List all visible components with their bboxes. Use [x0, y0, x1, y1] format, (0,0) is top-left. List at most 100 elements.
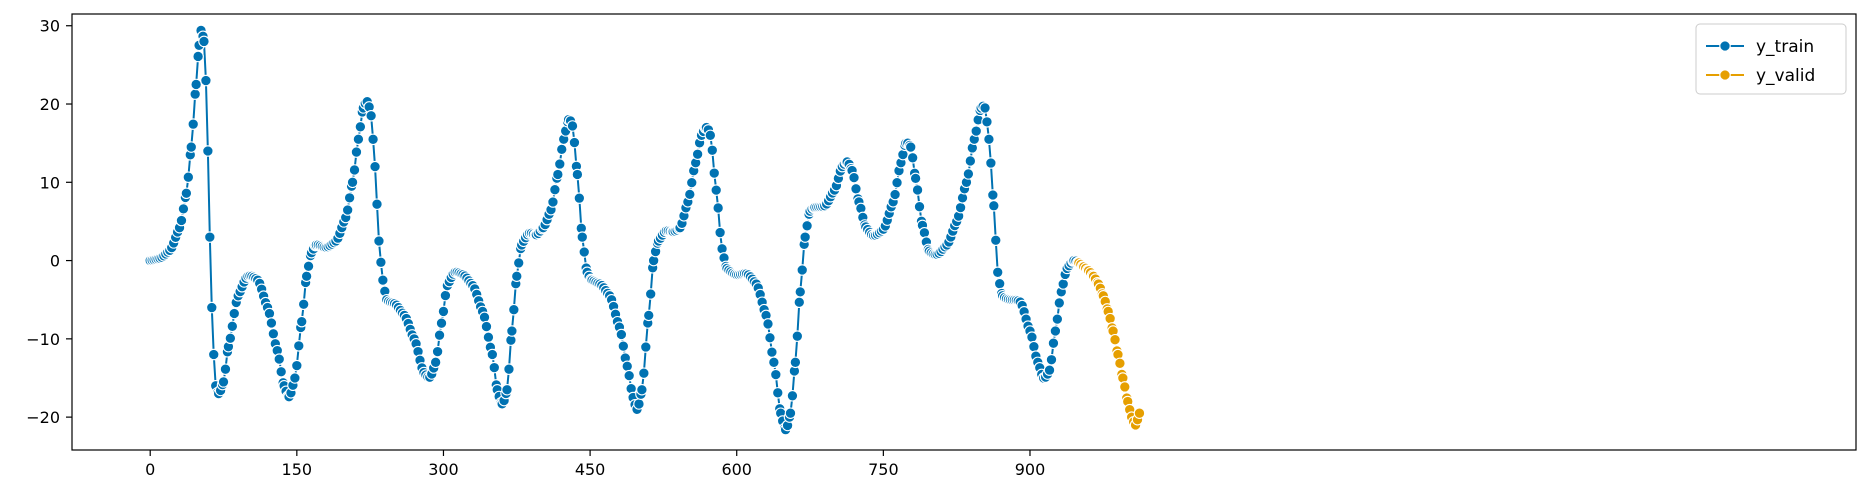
- data-point: [993, 277, 1006, 290]
- data-point: [784, 407, 797, 419]
- data-point: [263, 307, 276, 320]
- data-point: [433, 329, 446, 341]
- data-point: [343, 192, 356, 204]
- data-point: [511, 270, 523, 282]
- data-point: [1049, 325, 1062, 337]
- data-point: [617, 340, 630, 352]
- legend: y_train y_valid: [1695, 23, 1847, 95]
- data-point: [348, 164, 361, 176]
- data-point: [293, 340, 305, 352]
- y-tick-label: 30: [40, 17, 60, 36]
- y-tick-label: −20: [26, 408, 60, 427]
- legend-label: y_valid: [1756, 66, 1815, 86]
- data-point: [913, 200, 926, 213]
- data-point: [891, 176, 903, 189]
- data-point: [1045, 353, 1058, 366]
- data-point: [273, 353, 285, 365]
- x-tick-label: 750: [868, 460, 899, 479]
- data-point: [291, 359, 303, 372]
- data-point: [964, 155, 977, 167]
- data-point: [224, 332, 237, 345]
- data-point: [1053, 297, 1066, 309]
- data-point: [990, 234, 1002, 246]
- data-point: [848, 171, 860, 184]
- data-point: [508, 303, 520, 316]
- data-point: [486, 348, 499, 361]
- data-point: [302, 260, 315, 272]
- data-point: [706, 144, 719, 156]
- data-point: [954, 201, 967, 214]
- x-tick-label: 0: [145, 460, 155, 479]
- data-point: [638, 367, 650, 379]
- data-point: [796, 264, 808, 276]
- data-point: [429, 356, 442, 369]
- data-point: [189, 88, 201, 100]
- y-tick-label: 10: [40, 173, 60, 192]
- x-tick-label: 300: [428, 460, 459, 479]
- legend-label: y_train: [1756, 37, 1814, 57]
- data-point: [206, 301, 218, 314]
- data-point: [623, 369, 635, 382]
- data-point: [437, 305, 450, 318]
- data-point: [204, 231, 216, 243]
- data-point: [704, 129, 717, 142]
- data-point: [1057, 278, 1069, 290]
- data-point: [275, 366, 287, 378]
- data-point: [547, 196, 559, 208]
- data-point: [187, 118, 199, 130]
- data-point: [1104, 312, 1116, 325]
- data-point: [578, 246, 590, 258]
- data-point: [684, 188, 696, 201]
- x-tick-label: 450: [575, 460, 606, 479]
- data-point: [710, 184, 722, 196]
- data-point: [365, 110, 377, 122]
- data-point: [295, 315, 308, 328]
- x-tick-label: 600: [721, 460, 752, 479]
- data-point: [431, 345, 444, 358]
- legend-marker: [1719, 40, 1731, 52]
- data-point: [1028, 340, 1040, 353]
- axes: 0 150 300 450 600 750 900 −20 −10 0 10 20 30: [26, 13, 1857, 479]
- data-point: [371, 198, 383, 210]
- data-point: [182, 171, 195, 183]
- data-point: [906, 152, 919, 164]
- data-point: [786, 390, 799, 402]
- data-point: [712, 202, 724, 214]
- y-tick-label: 0: [50, 252, 60, 271]
- data-point: [346, 176, 359, 189]
- plot-frame: [71, 13, 1857, 451]
- data-point: [289, 372, 301, 384]
- data-point: [772, 387, 784, 399]
- data-point: [762, 318, 774, 330]
- data-point: [764, 332, 776, 344]
- data-point: [909, 172, 922, 185]
- data-point: [962, 168, 975, 180]
- data-point: [889, 188, 901, 201]
- data-point: [571, 168, 584, 181]
- data-point: [439, 289, 452, 302]
- data-point: [636, 383, 648, 396]
- data-point: [367, 133, 379, 146]
- data-point: [621, 360, 633, 372]
- data-point: [568, 136, 581, 149]
- data-point: [300, 270, 313, 282]
- data-point: [202, 145, 214, 157]
- data-point: [350, 146, 363, 158]
- x-tick-label: 900: [1015, 460, 1046, 479]
- data-point: [375, 256, 387, 269]
- data-point: [1051, 313, 1064, 325]
- data-point: [369, 160, 381, 173]
- data-point: [566, 120, 579, 132]
- data-point: [480, 320, 493, 333]
- legend-box: [1695, 23, 1847, 95]
- data-point: [228, 307, 241, 320]
- data-point: [267, 328, 280, 340]
- data-point: [1109, 333, 1121, 346]
- data-point: [904, 141, 917, 153]
- data-point: [794, 286, 807, 298]
- data-point: [555, 143, 568, 156]
- data-point: [691, 148, 704, 160]
- data-point: [554, 158, 566, 170]
- data-point: [226, 320, 239, 333]
